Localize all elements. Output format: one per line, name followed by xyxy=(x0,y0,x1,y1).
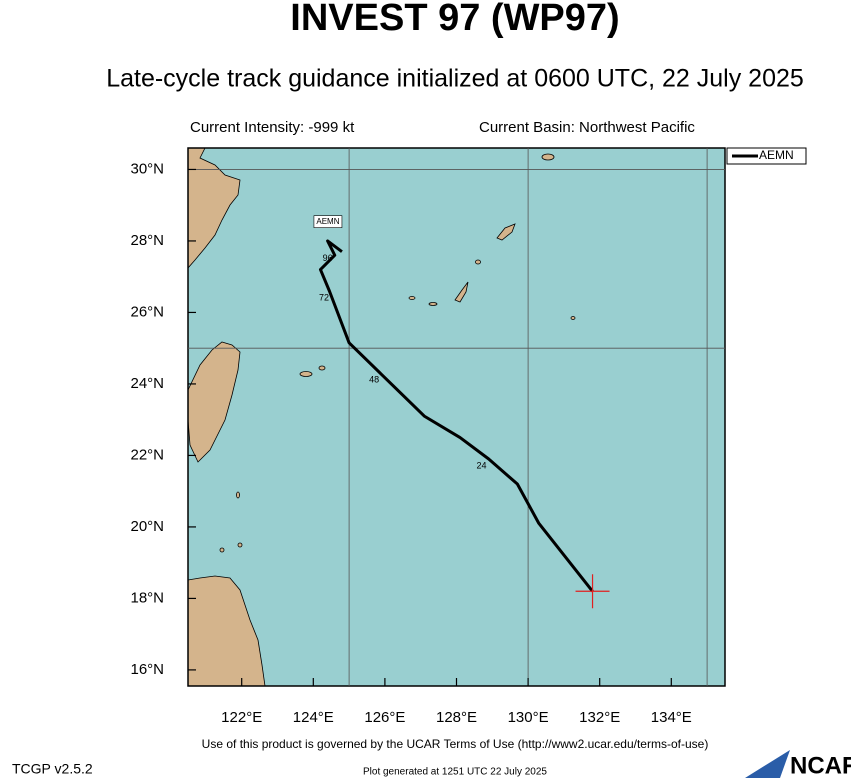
tau-label: 96 xyxy=(323,253,333,263)
x-tick-label: 126°E xyxy=(364,709,405,726)
tau-label: 48 xyxy=(369,375,379,385)
y-tick-label: 28°N xyxy=(130,232,164,249)
y-tick-label: 22°N xyxy=(130,446,164,463)
generated: Plot generated at 1251 UTC 22 July 2025 xyxy=(363,767,547,778)
y-tick-label: 18°N xyxy=(130,589,164,606)
subtitle: Late-cycle track guidance initialized at… xyxy=(106,65,804,93)
x-tick-label: 132°E xyxy=(579,709,620,726)
x-tick-label: 130°E xyxy=(508,709,549,726)
legend: AEMN xyxy=(726,147,807,165)
ocean xyxy=(188,148,725,686)
track-line xyxy=(318,239,594,593)
current-position xyxy=(575,574,610,609)
logo-text: NCAR xyxy=(790,752,851,779)
legend-box xyxy=(726,147,807,165)
legend-label: AEMN xyxy=(759,148,794,162)
x-tick-label: 122°E xyxy=(221,709,262,726)
x-tick-label: 128°E xyxy=(436,709,477,726)
track-label-box xyxy=(313,215,343,228)
y-tick-label: 20°N xyxy=(130,518,164,535)
tau-label: 24 xyxy=(477,461,487,471)
title: INVEST 97 (WP97) xyxy=(290,0,619,39)
y-tick-label: 26°N xyxy=(130,303,164,320)
x-tick-label: 134°E xyxy=(651,709,692,726)
y-tick-label: 24°N xyxy=(130,375,164,392)
track-label: AEMN xyxy=(316,217,339,226)
map-layer: AEMN 24 48 72 96 xyxy=(188,148,725,686)
footer: Use of this product is governed by the U… xyxy=(202,737,709,751)
intensity: Current Intensity: -999 kt xyxy=(190,119,355,136)
y-tick-label: 16°N xyxy=(130,661,164,678)
y-tick-label: 30°N xyxy=(130,160,164,177)
logo: NCAR xyxy=(745,750,851,779)
version: TCGP v2.5.2 xyxy=(12,761,93,777)
land xyxy=(188,148,576,686)
tau-label: 72 xyxy=(319,293,329,303)
x-tick-label: 124°E xyxy=(293,709,334,726)
basin: Current Basin: Northwest Pacific xyxy=(479,119,695,136)
